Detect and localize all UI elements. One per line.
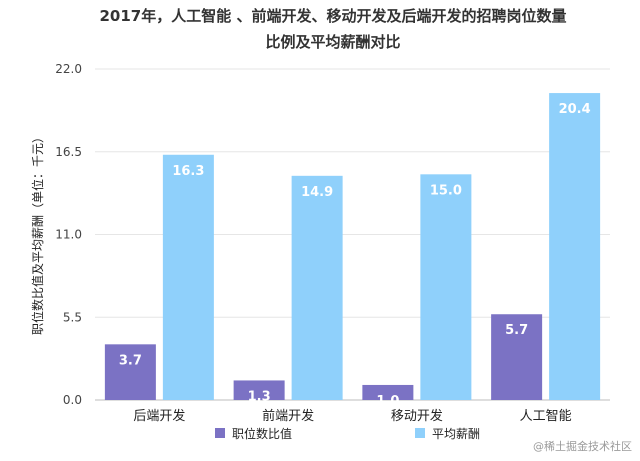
bar-value-label: 1.0 [376,394,399,409]
x-category-label: 移动开发 [391,408,443,424]
bar-value-label: 15.0 [430,183,462,198]
bar-value-label: 14.9 [301,185,333,200]
bar-salary [162,154,214,400]
x-category-label: 后端开发 [133,408,185,424]
bar-value-label: 5.7 [505,323,528,338]
bar-ratio [362,384,414,400]
bars [104,93,601,400]
x-category-label: 人工智能 [520,409,572,424]
bar-value-label: 3.7 [119,353,142,368]
chart-title-line-1: 2017年，人工智能 、前端开发、移动开发及后端开发的招聘岗位数量 [100,7,567,25]
watermark-text: @稀土掘金技术社区 [533,439,632,453]
bar-salary [549,93,601,400]
bar-ratio [233,380,285,400]
y-tick-label: 22.0 [55,62,82,76]
chart-title-line-2: 比例及平均薪酬对比 [265,33,400,51]
data-labels: 3.7 16.3 1.3 14.9 1.0 15.0 5.7 20.4 [119,102,591,409]
bar-salary [291,175,343,400]
legend-label: 职位数比值 [232,426,292,441]
category-labels: 后端开发 前端开发 移动开发 人工智能 [133,408,571,424]
bar-value-label: 16.3 [172,164,204,179]
bar-value-label: 20.4 [559,102,591,117]
legend-swatch [215,428,225,438]
bar-salary [420,174,472,400]
y-axis-label: 职位数比值及平均薪酬（单位：千元） [30,131,45,335]
y-tick-label: 11.0 [55,228,82,242]
bar-ratio [491,314,543,400]
y-tick-label: 5.5 [63,310,82,324]
x-category-label: 前端开发 [262,408,314,424]
y-tick-label: 0.0 [63,393,82,407]
y-axis-ticks: 0.0 5.5 11.0 16.5 22.0 [55,62,82,407]
bar-value-label: 1.3 [248,389,271,404]
bar-ratio [104,344,156,400]
legend-label: 平均薪酬 [432,427,480,441]
legend-swatch [415,428,425,438]
y-tick-label: 16.5 [55,145,82,159]
legend: 职位数比值 平均薪酬 [215,426,480,441]
